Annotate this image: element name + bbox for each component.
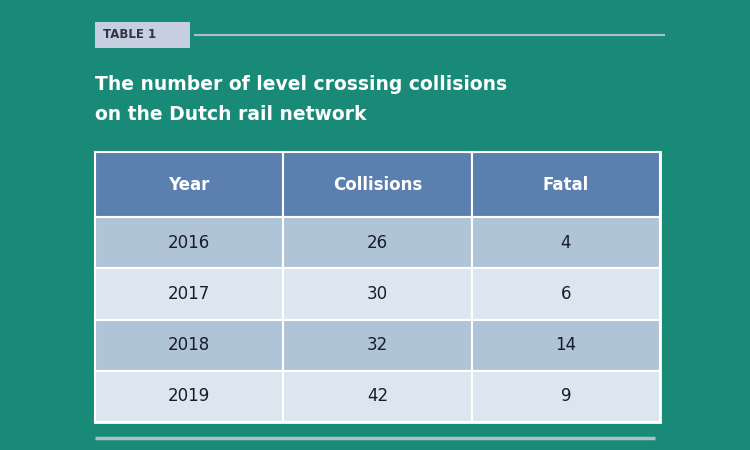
- Bar: [472, 152, 660, 217]
- Text: TABLE 1: TABLE 1: [103, 28, 156, 41]
- Bar: [472, 268, 660, 320]
- Bar: [472, 320, 660, 371]
- Text: 9: 9: [560, 387, 571, 405]
- Text: Fatal: Fatal: [543, 176, 589, 194]
- Text: on the Dutch rail network: on the Dutch rail network: [95, 105, 367, 124]
- Text: 42: 42: [367, 387, 388, 405]
- Bar: [95, 217, 284, 268]
- Bar: [95, 152, 660, 422]
- Text: 2019: 2019: [168, 387, 210, 405]
- Text: 26: 26: [367, 234, 388, 252]
- Bar: [95, 22, 190, 48]
- Text: 30: 30: [367, 285, 388, 303]
- Bar: [284, 152, 472, 217]
- Bar: [95, 320, 284, 371]
- Bar: [284, 320, 472, 371]
- Text: 2018: 2018: [168, 336, 210, 354]
- Text: 14: 14: [555, 336, 577, 354]
- Text: Collisions: Collisions: [333, 176, 422, 194]
- Bar: [284, 371, 472, 422]
- Bar: [95, 152, 284, 217]
- Bar: [472, 217, 660, 268]
- Text: The number of level crossing collisions: The number of level crossing collisions: [95, 75, 507, 94]
- Bar: [284, 217, 472, 268]
- Text: 32: 32: [367, 336, 388, 354]
- Text: 6: 6: [560, 285, 571, 303]
- Bar: [95, 268, 284, 320]
- Text: 2017: 2017: [168, 285, 210, 303]
- Bar: [95, 371, 284, 422]
- Text: 2016: 2016: [168, 234, 210, 252]
- Text: 4: 4: [560, 234, 571, 252]
- Bar: [284, 268, 472, 320]
- Text: Year: Year: [169, 176, 210, 194]
- Bar: [472, 371, 660, 422]
